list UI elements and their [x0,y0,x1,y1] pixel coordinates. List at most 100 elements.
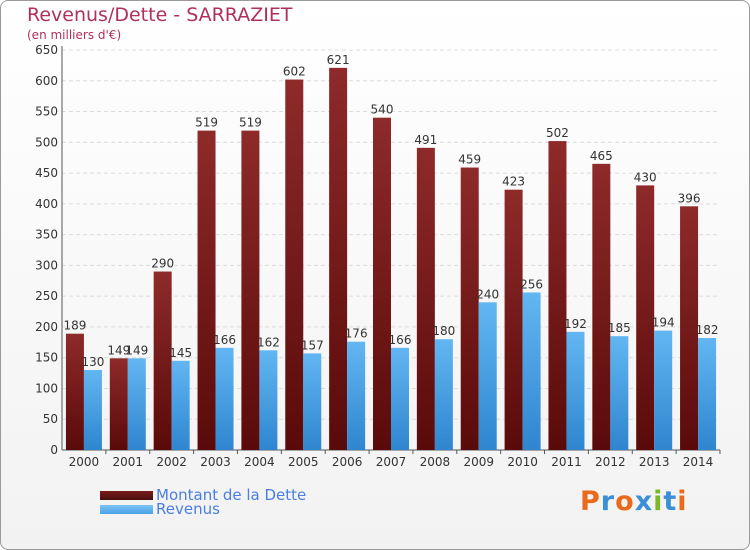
bar-revenus [171,360,190,450]
data-label-dette: 149 [107,343,130,357]
bar-revenus [259,350,278,450]
legend-swatch-revenus [100,504,153,514]
bar-revenus [698,338,717,450]
data-label-revenus: 256 [520,277,543,291]
logo-letter: r [600,486,616,517]
data-label-dette: 602 [283,65,306,79]
data-label-revenus: 180 [432,324,455,338]
legend-label-revenus: Revenus [156,500,220,518]
bar-dette [548,141,567,451]
y-tick-label: 200 [35,320,58,334]
bar-revenus [127,358,146,450]
y-tick-label: 150 [35,351,58,365]
bar-revenus [303,353,322,450]
y-tick-label: 0 [50,443,58,457]
x-tick-label: 2004 [244,455,275,469]
y-tick-label: 50 [43,412,58,426]
y-tick-label: 450 [35,166,58,180]
x-tick-label: 2008 [420,455,451,469]
data-label-dette: 491 [414,133,437,147]
data-label-revenus: 176 [345,327,368,341]
bar-dette [65,333,84,450]
data-label-revenus: 145 [169,346,192,360]
bar-dette [153,271,172,450]
data-label-dette: 459 [458,153,481,167]
data-label-revenus: 157 [301,338,324,352]
legend-label-dette: Montant de la Dette [156,486,307,504]
y-tick-label: 650 [35,43,58,57]
data-label-revenus: 192 [564,317,587,331]
data-label-dette: 430 [634,170,657,184]
data-label-dette: 540 [371,103,394,117]
x-tick-label: 2010 [507,455,538,469]
data-label-dette: 290 [151,257,174,271]
bar-revenus [434,339,453,450]
bar-revenus [391,347,409,450]
bar-dette [329,67,348,450]
y-tick-label: 350 [35,228,58,242]
data-label-revenus: 185 [608,321,631,335]
bar-dette [197,130,216,450]
bar-dette [504,189,523,450]
legend-swatch-dette [100,490,153,500]
x-tick-label: 2006 [332,455,363,469]
bar-revenus [610,336,629,450]
x-tick-label: 2005 [288,455,319,469]
data-label-revenus: 166 [389,333,412,347]
data-label-dette: 502 [546,126,569,140]
bar-dette [373,117,391,450]
logo-letter: x [634,486,654,517]
y-tick-label: 600 [35,74,58,88]
x-tick-label: 2009 [463,455,494,469]
legend-item-dette: Montant de la Dette [100,486,307,504]
bar-dette [460,167,479,451]
bar-revenus [215,347,234,450]
bar-revenus [347,341,366,450]
data-label-dette: 465 [590,149,613,163]
data-label-dette: 621 [327,53,350,67]
data-label-revenus: 166 [213,333,236,347]
legend-item-revenus: Revenus [100,500,220,518]
bar-dette [592,163,611,450]
data-label-revenus: 182 [696,323,719,337]
y-tick-label: 550 [35,105,58,119]
data-label-dette: 189 [63,319,86,333]
y-tick-label: 400 [35,197,58,211]
x-tick-label: 2012 [595,455,626,469]
bar-dette [241,130,260,450]
bar-revenus [83,370,102,450]
bar-dette [109,358,128,450]
data-label-dette: 423 [502,175,525,189]
bar-dette [636,185,655,450]
proxiti-logo: Proxiti [580,486,688,517]
x-tick-label: 2003 [200,455,231,469]
chart-subtitle: (en milliers d'€) [27,28,122,42]
data-label-dette: 396 [678,191,701,205]
y-tick-label: 250 [35,289,58,303]
data-label-dette: 519 [239,116,262,130]
logo-letter: i [677,486,688,517]
y-tick-label: 300 [35,258,58,272]
data-label-revenus: 194 [652,316,675,330]
data-label-dette: 519 [195,116,218,130]
data-label-revenus: 130 [81,355,104,369]
bar-revenus [566,331,585,450]
bar-revenus [654,330,673,450]
logo-letter: P [580,486,601,517]
data-label-revenus: 149 [125,343,148,357]
x-tick-label: 2002 [156,455,187,469]
x-tick-label: 2011 [551,455,582,469]
y-tick-label: 100 [35,381,58,395]
bar-dette [285,79,304,451]
x-tick-label: 2014 [683,455,714,469]
bar-dette [416,147,435,450]
bar-revenus [478,302,497,450]
x-tick-label: 2007 [376,455,407,469]
data-label-revenus: 240 [476,287,499,301]
x-tick-label: 2013 [639,455,670,469]
x-tick-label: 2000 [69,455,100,469]
x-tick-label: 2001 [113,455,144,469]
data-label-revenus: 162 [257,335,280,349]
logo-letter: o [615,486,635,517]
